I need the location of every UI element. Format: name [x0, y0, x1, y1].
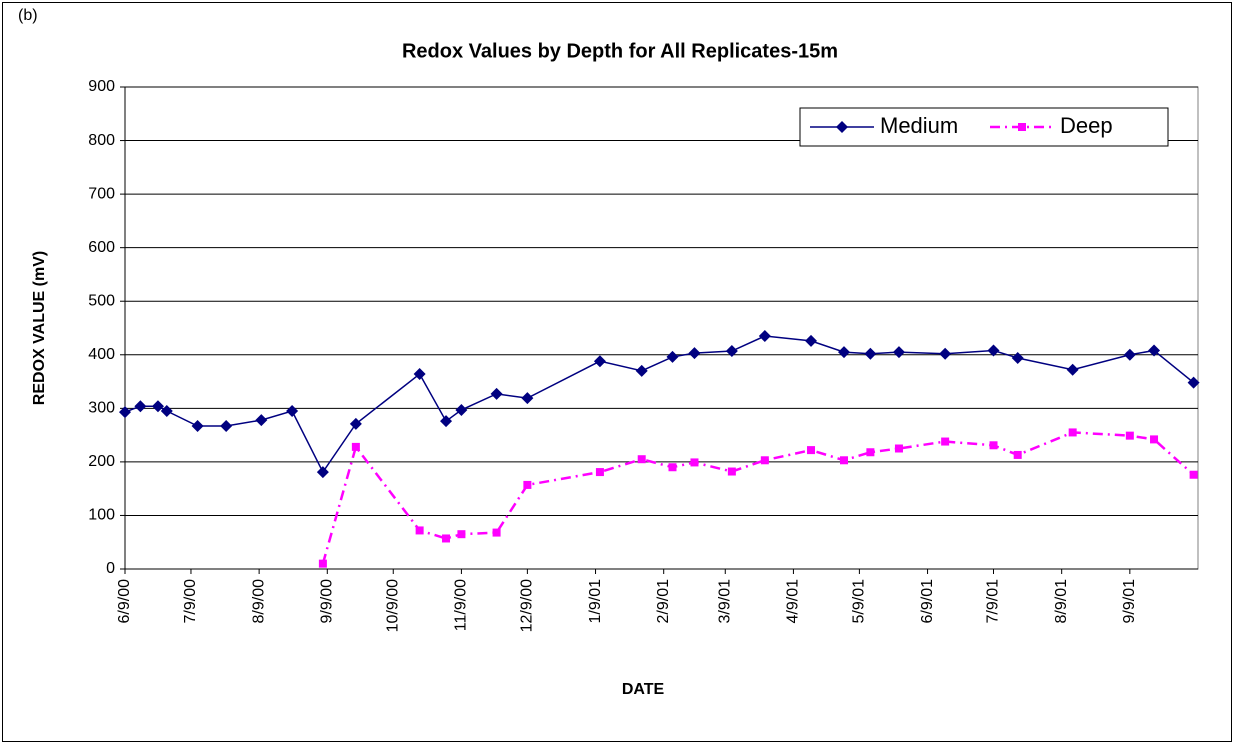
marker [725, 345, 738, 358]
x-tick-label: 1/9/01 [587, 579, 604, 624]
marker [939, 347, 952, 360]
y-tick-label: 200 [88, 453, 115, 470]
marker [349, 417, 362, 430]
marker [492, 528, 501, 537]
marker [864, 347, 877, 360]
marker [941, 437, 950, 446]
marker [593, 355, 606, 368]
marker [119, 406, 131, 419]
marker [760, 456, 769, 465]
marker [727, 467, 736, 476]
series-line [124, 335, 1195, 474]
y-tick-label: 900 [88, 78, 115, 95]
marker [987, 344, 1000, 357]
marker [758, 330, 771, 343]
marker [866, 448, 875, 457]
marker [318, 559, 327, 568]
x-tick-label: 8/9/01 [1053, 579, 1070, 624]
y-axis-title: REDOX VALUE (mV) [31, 251, 48, 405]
chart-title: Redox Values by Depth for All Replicates… [402, 40, 838, 62]
y-tick-label: 600 [88, 239, 115, 256]
marker [1187, 376, 1200, 389]
marker [666, 350, 679, 363]
marker [1148, 344, 1161, 357]
x-tick-label: 6/9/00 [116, 579, 133, 624]
x-axis-title: DATE [622, 681, 665, 698]
marker [413, 368, 426, 381]
x-tick-label: 3/9/01 [716, 579, 733, 624]
x-tick-label: 5/9/01 [851, 579, 868, 624]
marker [1018, 123, 1026, 131]
y-tick-label: 400 [88, 346, 115, 363]
y-tick-label: 500 [88, 292, 115, 309]
marker [351, 442, 360, 451]
marker [134, 400, 147, 413]
marker [1068, 428, 1077, 437]
marker [286, 405, 299, 418]
marker [455, 403, 468, 416]
x-tick-label: 9/9/01 [1121, 579, 1138, 624]
x-tick-label: 4/9/01 [785, 579, 802, 624]
marker [151, 400, 164, 413]
marker [892, 346, 905, 359]
x-tick-label: 8/9/00 [250, 579, 267, 624]
marker [191, 420, 204, 433]
x-tick-label: 12/9/00 [519, 579, 536, 632]
x-tick-label: 11/9/00 [453, 579, 470, 631]
marker [523, 480, 532, 489]
marker [836, 121, 848, 133]
marker [160, 405, 173, 418]
marker [668, 463, 677, 472]
marker [805, 334, 818, 347]
y-tick-label: 700 [88, 185, 115, 202]
marker [837, 346, 850, 359]
marker [1123, 348, 1136, 361]
y-tick-label: 800 [88, 132, 115, 149]
marker [255, 414, 268, 427]
x-tick-label: 7/9/01 [985, 579, 1002, 624]
marker [894, 444, 903, 453]
marker [1150, 435, 1159, 444]
panel-label: (b) [18, 7, 38, 24]
marker [637, 455, 646, 464]
marker [521, 392, 534, 405]
marker [807, 446, 816, 455]
marker [1011, 351, 1024, 364]
marker [989, 441, 998, 450]
x-tick-label: 10/9/00 [384, 579, 401, 632]
y-tick-label: 0 [106, 560, 115, 577]
marker [490, 387, 503, 400]
marker [1066, 363, 1079, 376]
marker [635, 364, 648, 377]
plot-area [124, 86, 1199, 570]
x-tick-label: 2/9/01 [655, 579, 672, 624]
marker [1013, 450, 1022, 459]
marker [688, 347, 701, 360]
marker [595, 468, 604, 477]
x-tick-label: 7/9/00 [182, 579, 199, 624]
marker [442, 534, 451, 543]
x-tick-label: 9/9/00 [319, 579, 336, 624]
legend-label: Deep [1060, 113, 1113, 138]
marker [457, 530, 466, 539]
marker [415, 526, 424, 535]
x-tick-label: 6/9/01 [919, 579, 936, 624]
marker [839, 456, 848, 465]
marker [1189, 470, 1198, 479]
y-tick-label: 300 [88, 400, 115, 417]
legend-label: Medium [880, 113, 958, 138]
marker [440, 415, 453, 428]
marker [220, 420, 233, 433]
marker [316, 466, 329, 479]
y-tick-label: 100 [88, 507, 115, 524]
marker [690, 458, 699, 467]
marker [1125, 431, 1134, 440]
